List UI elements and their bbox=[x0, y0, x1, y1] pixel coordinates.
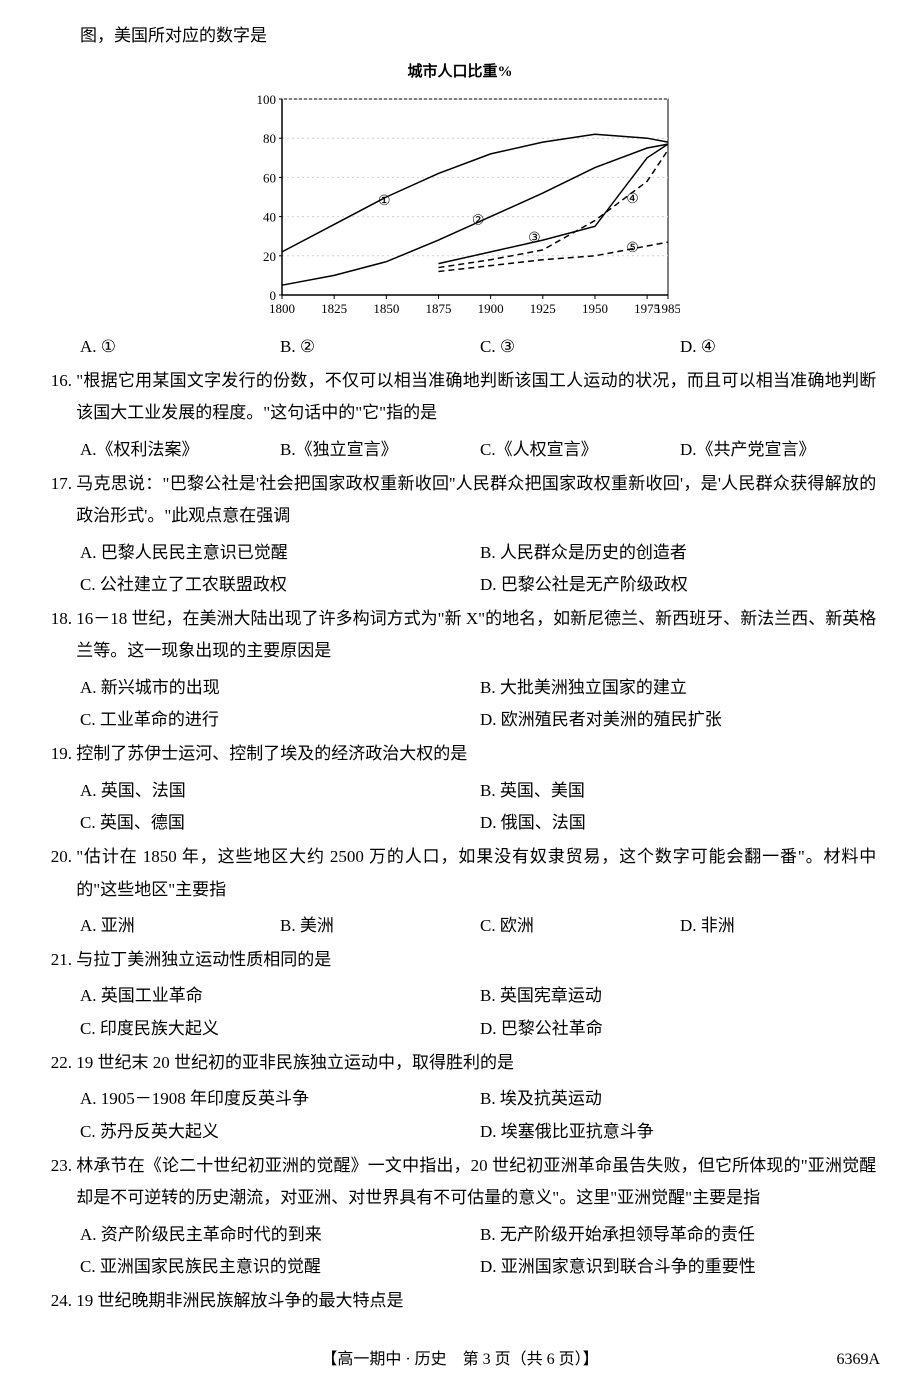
q21-options: A. 英国工业革命 B. 英国宪章运动 C. 印度民族大起义 D. 巴黎公社革命 bbox=[80, 980, 880, 1045]
q21-num: 21. bbox=[40, 944, 72, 976]
q21-opt-c: C. 印度民族大起义 bbox=[80, 1013, 480, 1045]
svg-text:20: 20 bbox=[263, 249, 276, 264]
svg-text:②: ② bbox=[472, 213, 485, 228]
q23-opt-d: D. 亚洲国家意识到联合斗争的重要性 bbox=[480, 1251, 880, 1283]
q18-text: 16－18 世纪，在美洲大陆出现了许多构词方式为"新 X"的地名，如新尼德兰、新… bbox=[76, 603, 876, 668]
q19-opt-d: D. 俄国、法国 bbox=[480, 807, 880, 839]
q17-opt-d: D. 巴黎公社是无产阶级政权 bbox=[480, 569, 880, 601]
q15-opt-d: D. ④ bbox=[680, 331, 880, 363]
q20-num: 20. bbox=[40, 841, 72, 873]
q17-num: 17. bbox=[40, 468, 72, 500]
svg-text:1900: 1900 bbox=[478, 301, 504, 316]
q17-opt-a: A. 巴黎人民民主意识已觉醒 bbox=[80, 537, 480, 569]
q21-opt-d: D. 巴黎公社革命 bbox=[480, 1013, 880, 1045]
q21-opt-a: A. 英国工业革命 bbox=[80, 980, 480, 1012]
svg-text:1825: 1825 bbox=[321, 301, 347, 316]
q20-opt-c: C. 欧洲 bbox=[480, 910, 680, 942]
svg-text:40: 40 bbox=[263, 209, 276, 224]
q18-opt-c: C. 工业革命的进行 bbox=[80, 704, 480, 736]
q18: 18. 16－18 世纪，在美洲大陆出现了许多构词方式为"新 X"的地名，如新尼… bbox=[40, 603, 880, 668]
q15-opt-c: C. ③ bbox=[480, 331, 680, 363]
q16-opt-d: D.《共产党宣言》 bbox=[680, 434, 880, 466]
q20: 20. "估计在 1850 年，这些地区大约 2500 万的人口，如果没有奴隶贸… bbox=[40, 841, 880, 906]
q22-num: 22. bbox=[40, 1047, 72, 1079]
q16: 16. "根据它用某国文字发行的份数，不仅可以相当准确地判断该国工人运动的状况，… bbox=[40, 365, 880, 430]
svg-text:1800: 1800 bbox=[269, 301, 295, 316]
q15-opt-a: A. ① bbox=[80, 331, 280, 363]
q22-opt-a: A. 1905－1908 年印度反英斗争 bbox=[80, 1083, 480, 1115]
q22-opt-d: D. 埃塞俄比亚抗意斗争 bbox=[480, 1116, 880, 1148]
q16-options: A.《权利法案》 B.《独立宣言》 C.《人权宣言》 D.《共产党宣言》 bbox=[80, 434, 880, 466]
q22-options: A. 1905－1908 年印度反英斗争 B. 埃及抗英运动 C. 苏丹反英大起… bbox=[80, 1083, 880, 1148]
chart-container: 城市人口比重% 02040608010018001825185018751900… bbox=[40, 58, 880, 321]
q19-opt-b: B. 英国、美国 bbox=[480, 775, 880, 807]
q16-opt-b: B.《独立宣言》 bbox=[280, 434, 480, 466]
q21-text: 与拉丁美洲独立运动性质相同的是 bbox=[76, 944, 876, 976]
q18-options: A. 新兴城市的出现 B. 大批美洲独立国家的建立 C. 工业革命的进行 D. … bbox=[80, 672, 880, 737]
q17-options: A. 巴黎人民民主意识已觉醒 B. 人民群众是历史的创造者 C. 公社建立了工农… bbox=[80, 537, 880, 602]
q19-num: 19. bbox=[40, 738, 72, 770]
svg-text:1850: 1850 bbox=[373, 301, 399, 316]
svg-text:1925: 1925 bbox=[530, 301, 556, 316]
q24-num: 24. bbox=[40, 1285, 72, 1317]
svg-text:1875: 1875 bbox=[425, 301, 451, 316]
q22: 22. 19 世纪末 20 世纪初的亚非民族独立运动中，取得胜利的是 bbox=[40, 1047, 880, 1079]
q23-opt-c: C. 亚洲国家民族民主意识的觉醒 bbox=[80, 1251, 480, 1283]
q18-opt-b: B. 大批美洲独立国家的建立 bbox=[480, 672, 880, 704]
footer-code: 6369A bbox=[836, 1345, 880, 1375]
q16-num: 16. bbox=[40, 365, 72, 397]
q20-text: "估计在 1850 年，这些地区大约 2500 万的人口，如果没有奴隶贸易，这个… bbox=[76, 841, 876, 906]
q23: 23. 林承节在《论二十世纪初亚洲的觉醒》一文中指出，20 世纪初亚洲革命虽告失… bbox=[40, 1150, 880, 1215]
q17: 17. 马克思说："巴黎公社是'社会把国家政权重新收回''人民群众把国家政权重新… bbox=[40, 468, 880, 533]
q17-opt-b: B. 人民群众是历史的创造者 bbox=[480, 537, 880, 569]
q20-opt-d: D. 非洲 bbox=[680, 910, 880, 942]
q20-opt-b: B. 美洲 bbox=[280, 910, 480, 942]
q23-num: 23. bbox=[40, 1150, 72, 1182]
q20-options: A. 亚洲 B. 美洲 C. 欧洲 D. 非洲 bbox=[80, 910, 880, 942]
svg-text:80: 80 bbox=[263, 131, 276, 146]
chart-title: 城市人口比重% bbox=[40, 58, 880, 87]
svg-text:⑤: ⑤ bbox=[626, 241, 639, 256]
q16-opt-a: A.《权利法案》 bbox=[80, 434, 280, 466]
svg-text:60: 60 bbox=[263, 170, 276, 185]
q23-options: A. 资产阶级民主革命时代的到来 B. 无产阶级开始承担领导革命的责任 C. 亚… bbox=[80, 1219, 880, 1284]
q19-options: A. 英国、法国 B. 英国、美国 C. 英国、德国 D. 俄国、法国 bbox=[80, 775, 880, 840]
footer-main: 【高一期中 · 历史 第 3 页（共 6 页）】 bbox=[321, 1351, 598, 1368]
q22-text: 19 世纪末 20 世纪初的亚非民族独立运动中，取得胜利的是 bbox=[76, 1047, 876, 1079]
q15-opt-b: B. ② bbox=[280, 331, 480, 363]
svg-text:1985: 1985 bbox=[655, 301, 680, 316]
q16-text: "根据它用某国文字发行的份数，不仅可以相当准确地判断该国工人运动的状况，而且可以… bbox=[76, 365, 876, 430]
q24: 24. 19 世纪晚期非洲民族解放斗争的最大特点是 bbox=[40, 1285, 880, 1317]
svg-text:③: ③ bbox=[528, 231, 541, 246]
q17-opt-c: C. 公社建立了工农联盟政权 bbox=[80, 569, 480, 601]
q20-opt-a: A. 亚洲 bbox=[80, 910, 280, 942]
q22-opt-b: B. 埃及抗英运动 bbox=[480, 1083, 880, 1115]
svg-text:④: ④ bbox=[626, 192, 639, 207]
q18-opt-d: D. 欧洲殖民者对美洲的殖民扩张 bbox=[480, 704, 880, 736]
q22-opt-c: C. 苏丹反英大起义 bbox=[80, 1116, 480, 1148]
svg-text:①: ① bbox=[378, 194, 391, 209]
q21: 21. 与拉丁美洲独立运动性质相同的是 bbox=[40, 944, 880, 976]
q24-text: 19 世纪晚期非洲民族解放斗争的最大特点是 bbox=[76, 1285, 876, 1317]
svg-text:1950: 1950 bbox=[582, 301, 608, 316]
q19: 19. 控制了苏伊士运河、控制了埃及的经济政治大权的是 bbox=[40, 738, 880, 770]
question-15-lead: 图，美国所对应的数字是 bbox=[80, 20, 880, 52]
q23-text: 林承节在《论二十世纪初亚洲的觉醒》一文中指出，20 世纪初亚洲革命虽告失败，但它… bbox=[76, 1150, 876, 1215]
q19-opt-a: A. 英国、法国 bbox=[80, 775, 480, 807]
svg-text:100: 100 bbox=[257, 92, 277, 107]
q18-opt-a: A. 新兴城市的出现 bbox=[80, 672, 480, 704]
page-footer: 【高一期中 · 历史 第 3 页（共 6 页）】 6369A bbox=[40, 1345, 880, 1375]
q19-opt-c: C. 英国、德国 bbox=[80, 807, 480, 839]
q23-opt-a: A. 资产阶级民主革命时代的到来 bbox=[80, 1219, 480, 1251]
q23-opt-b: B. 无产阶级开始承担领导革命的责任 bbox=[480, 1219, 880, 1251]
q18-num: 18. bbox=[40, 603, 72, 635]
q21-opt-b: B. 英国宪章运动 bbox=[480, 980, 880, 1012]
q15-options: A. ① B. ② C. ③ D. ④ bbox=[80, 331, 880, 363]
q16-opt-c: C.《人权宣言》 bbox=[480, 434, 680, 466]
line-chart: 0204060801001800182518501875190019251950… bbox=[240, 91, 680, 321]
q19-text: 控制了苏伊士运河、控制了埃及的经济政治大权的是 bbox=[76, 738, 876, 770]
q17-text: 马克思说："巴黎公社是'社会把国家政权重新收回''人民群众把国家政权重新收回'，… bbox=[76, 468, 876, 533]
